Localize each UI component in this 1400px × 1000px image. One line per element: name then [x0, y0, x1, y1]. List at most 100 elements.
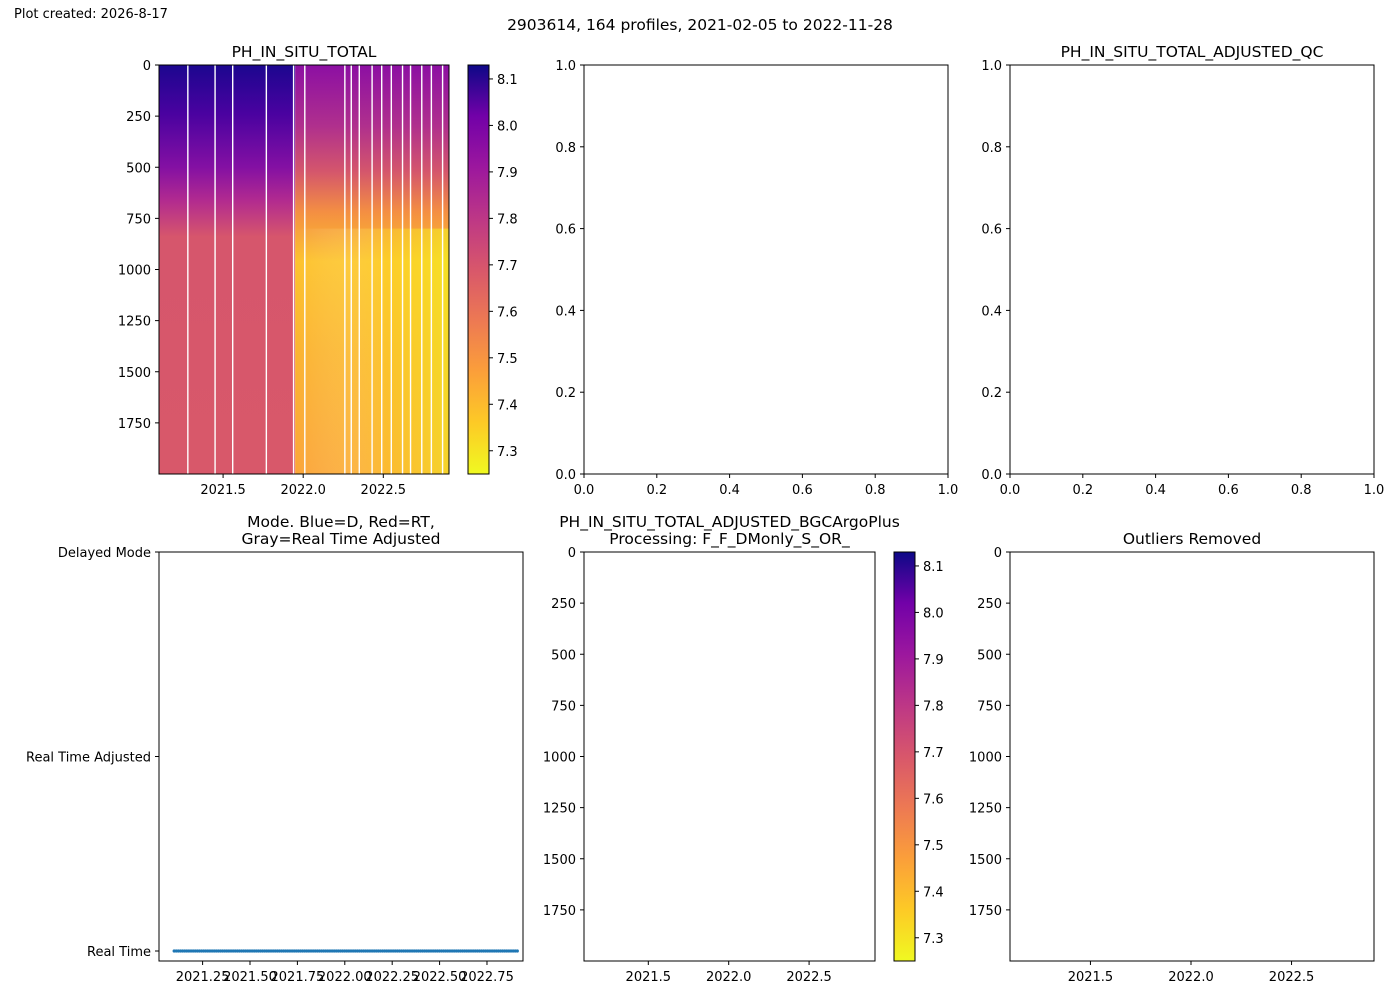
colorbar-tick-label: 7.8	[923, 699, 944, 714]
x-tick-label: 2022.75	[460, 970, 514, 985]
y-tick-label: 0.0	[981, 468, 1002, 483]
x-tick-label: 2022.5	[786, 970, 832, 985]
colorbar-tick-label: 7.8	[497, 212, 518, 227]
y-tick-label: 0.2	[555, 386, 576, 401]
x-tick-label: 2021.50	[223, 970, 277, 985]
profile-gap	[441, 65, 444, 474]
y-tick-label: 500	[551, 648, 576, 663]
colorbar-tick-label: 8.1	[497, 73, 518, 88]
colorbar-tick-label: 7.9	[497, 166, 518, 181]
y-tick-label: 1250	[969, 802, 1002, 817]
profile-gap	[214, 65, 216, 474]
x-tick-label: 2022.0	[706, 970, 752, 985]
x-tick-label: 1.0	[938, 483, 959, 498]
axes-title-line: Processing: F_F_DMonly_S_OR_	[609, 530, 850, 549]
colorbar-tick-label: 7.6	[497, 305, 518, 320]
y-tick-label: 0	[143, 59, 151, 74]
y-tick-label: 0.6	[981, 223, 1002, 238]
y-tick-label: 0.6	[555, 223, 576, 238]
x-tick-label: 2022.0	[280, 483, 326, 498]
x-tick-label: 2022.5	[1269, 970, 1315, 985]
y-tick-label: 0	[994, 546, 1002, 561]
x-tick-label: 2021.25	[176, 970, 230, 985]
x-tick-label: 0.4	[1145, 483, 1166, 498]
y-tick-label: 500	[977, 648, 1002, 663]
x-tick-label: 2021.5	[1068, 970, 1114, 985]
axes-title: Outliers Removed	[1123, 530, 1261, 548]
y-tick-label: 250	[126, 110, 151, 125]
profile-gap	[304, 65, 306, 474]
y-tick-label: 1500	[118, 366, 151, 381]
x-tick-label: 2022.00	[318, 970, 372, 985]
y-tick-label: 750	[126, 212, 151, 227]
profile-gap	[409, 65, 412, 474]
heatmap-panel-0	[159, 65, 449, 474]
profile-gap	[358, 65, 360, 474]
axes-frame	[1009, 64, 1375, 475]
x-tick-label: 2022.50	[413, 970, 467, 985]
colorbar-tick-label: 7.5	[497, 352, 518, 367]
colorbar	[894, 552, 915, 961]
y-tick-label: 1500	[969, 853, 1002, 868]
y-tick-label: 250	[551, 597, 576, 612]
y-tick-label: 0.2	[981, 386, 1002, 401]
profile-gap	[401, 65, 404, 474]
y-tick-label: Delayed Mode	[58, 546, 151, 561]
profile-gap	[344, 65, 346, 474]
axes-frame	[158, 551, 524, 962]
y-tick-label: 500	[126, 161, 151, 176]
colorbar-frame	[893, 551, 916, 962]
profile-gap	[371, 65, 373, 474]
x-tick-label: 0.0	[574, 483, 595, 498]
profile-gap	[381, 65, 383, 474]
colorbar-tick-label: 7.5	[923, 839, 944, 854]
profile-gap	[350, 65, 352, 474]
y-tick-label: 0.8	[555, 141, 576, 156]
x-tick-label: 1.0	[1364, 483, 1385, 498]
plot-created-label: Plot created: 2026-8-17	[14, 7, 168, 22]
y-tick-label: 1500	[543, 853, 576, 868]
y-tick-label: 250	[977, 597, 1002, 612]
x-tick-label: 2022.5	[361, 483, 407, 498]
colorbar	[468, 65, 489, 474]
colorbar-tick-label: 7.7	[923, 746, 944, 761]
y-tick-label: 0.4	[981, 304, 1002, 319]
y-tick-label: 0.0	[555, 468, 576, 483]
figure-title: 2903614, 164 profiles, 2021-02-05 to 202…	[507, 16, 893, 34]
x-tick-label: 2022.25	[365, 970, 419, 985]
colorbar-tick-label: 8.0	[497, 119, 518, 134]
axes-title-line: PH_IN_SITU_TOTAL_ADJUSTED_BGCArgoPlus	[559, 513, 900, 532]
axes-title-line: Mode. Blue=D, Red=RT,	[247, 513, 435, 531]
x-tick-label: 2021.5	[626, 970, 672, 985]
axes-frame	[1009, 551, 1375, 962]
colorbar-tick-label: 7.3	[497, 445, 518, 460]
x-tick-label: 0.0	[1000, 483, 1021, 498]
colorbar-tick-label: 7.6	[923, 792, 944, 807]
axes-title: PH_IN_SITU_TOTAL	[232, 43, 377, 62]
profile-gap	[390, 65, 393, 474]
x-tick-label: 2022.0	[1168, 970, 1214, 985]
axes-title-line: Gray=Real Time Adjusted	[241, 530, 440, 548]
axes-frame	[583, 551, 876, 962]
x-tick-label: 0.2	[1072, 483, 1093, 498]
y-tick-label: Real Time Adjusted	[26, 751, 151, 766]
y-tick-label: 0	[568, 546, 576, 561]
heatmap-early-profiles	[159, 65, 296, 474]
y-tick-label: 0.8	[981, 141, 1002, 156]
colorbar-tick-label: 7.4	[497, 398, 518, 413]
profile-gap	[187, 65, 189, 474]
colorbar-frame	[467, 64, 490, 475]
colorbar-tick-label: 7.9	[923, 653, 944, 668]
profile-gap	[421, 65, 423, 474]
profile-gap	[265, 65, 268, 474]
y-tick-label: 0.4	[555, 304, 576, 319]
y-tick-label: 1000	[118, 264, 151, 279]
x-tick-label: 2021.5	[200, 483, 246, 498]
y-tick-label: 1000	[969, 751, 1002, 766]
y-tick-label: 1.0	[555, 59, 576, 74]
x-tick-label: 0.8	[865, 483, 886, 498]
profile-gap	[292, 65, 295, 474]
y-tick-label: 1.0	[981, 59, 1002, 74]
x-tick-label: 0.6	[792, 483, 813, 498]
